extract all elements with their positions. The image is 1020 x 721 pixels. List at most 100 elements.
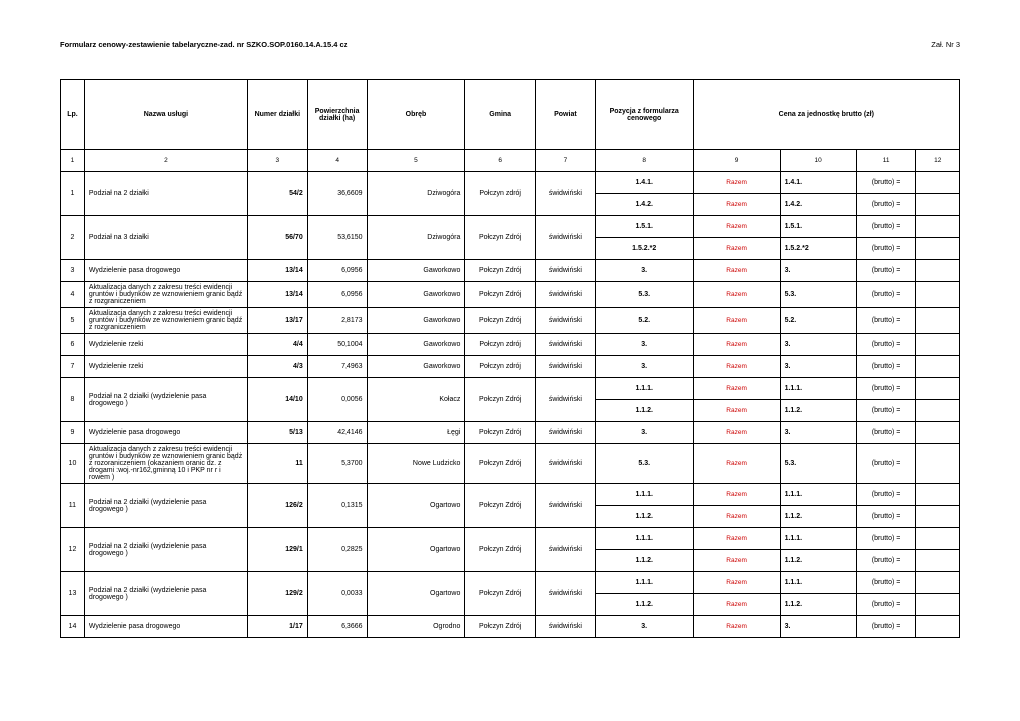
cell-position: 3.	[595, 356, 693, 378]
price-table: Lp. Nazwa usługi Numer działki Powierzch…	[60, 79, 960, 638]
cell-area: 0,2825	[307, 528, 367, 572]
cell-total-label: Razem	[693, 216, 780, 238]
cell-lp: 13	[61, 572, 85, 616]
column-number: 8	[595, 150, 693, 172]
cell-commune: Połczyn Zdrój	[465, 422, 536, 444]
cell-total-label: Razem	[693, 334, 780, 356]
cell-price-value	[916, 172, 960, 194]
table-row: 5Aktualizacja danych z zakresu treści ew…	[61, 308, 960, 334]
cell-district: Ogartowo	[367, 572, 465, 616]
cell-total-label: Razem	[693, 238, 780, 260]
cell-position-ref: 5.3.	[780, 282, 856, 308]
cell-position: 3.	[595, 260, 693, 282]
cell-position-ref: 1.1.2.	[780, 550, 856, 572]
cell-brutto-label: (brutto) =	[856, 334, 916, 356]
cell-total-label: Razem	[693, 506, 780, 528]
cell-district: Gaworkowo	[367, 356, 465, 378]
cell-price-value	[916, 282, 960, 308]
cell-area: 2,8173	[307, 308, 367, 334]
cell-commune: Połczyn Zdrój	[465, 616, 536, 638]
cell-total-label: Razem	[693, 616, 780, 638]
cell-brutto-label: (brutto) =	[856, 356, 916, 378]
cell-brutto-label: (brutto) =	[856, 172, 916, 194]
table-row: 13Podział na 2 działki (wydzielenie pasa…	[61, 572, 960, 594]
column-number: 2	[84, 150, 247, 172]
cell-position-ref: 5.2.	[780, 308, 856, 334]
cell-county: świdwiński	[536, 282, 596, 308]
table-row: 7Wydzielenie rzeki4/37,4963GaworkowoPołc…	[61, 356, 960, 378]
cell-plot-number: 13/17	[247, 308, 307, 334]
cell-position: 1.1.2.	[595, 594, 693, 616]
cell-lp: 2	[61, 216, 85, 260]
cell-position-ref: 3.	[780, 260, 856, 282]
cell-total-label: Razem	[693, 172, 780, 194]
cell-position: 1.1.2.	[595, 400, 693, 422]
cell-lp: 1	[61, 172, 85, 216]
cell-price-value	[916, 572, 960, 594]
cell-price-value	[916, 616, 960, 638]
cell-lp: 10	[61, 444, 85, 484]
cell-position: 1.1.1.	[595, 572, 693, 594]
cell-district: Kołacz	[367, 378, 465, 422]
cell-district: Łęgi	[367, 422, 465, 444]
cell-service-name: Podział na 2 działki (wydzielenie pasa d…	[84, 484, 247, 528]
cell-price-value	[916, 422, 960, 444]
cell-position-ref: 1.1.2.	[780, 594, 856, 616]
cell-price-value	[916, 216, 960, 238]
column-number: 12	[916, 150, 960, 172]
col-cena: Cena za jednostkę brutto (zł)	[693, 80, 959, 150]
cell-district: Gaworkowo	[367, 308, 465, 334]
cell-total-label: Razem	[693, 484, 780, 506]
cell-position-ref: 1.1.1.	[780, 572, 856, 594]
cell-service-name: Wydzielenie rzeki	[84, 356, 247, 378]
cell-total-label: Razem	[693, 308, 780, 334]
cell-service-name: Aktualizacja danych z zakresu treści ewi…	[84, 308, 247, 334]
table-row: 9Wydzielenie pasa drogowego5/1342,4146Łę…	[61, 422, 960, 444]
cell-plot-number: 4/3	[247, 356, 307, 378]
cell-commune: Połczyn zdrój	[465, 172, 536, 216]
cell-brutto-label: (brutto) =	[856, 444, 916, 484]
cell-plot-number: 54/2	[247, 172, 307, 216]
cell-total-label: Razem	[693, 260, 780, 282]
cell-commune: Połczyn Zdrój	[465, 282, 536, 308]
cell-plot-number: 126/2	[247, 484, 307, 528]
cell-brutto-label: (brutto) =	[856, 308, 916, 334]
cell-commune: Połczyn Zdrój	[465, 528, 536, 572]
cell-service-name: Podział na 2 działki (wydzielenie pasa d…	[84, 572, 247, 616]
cell-service-name: Podział na 2 działki (wydzielenie pasa d…	[84, 528, 247, 572]
cell-lp: 3	[61, 260, 85, 282]
cell-district: Ogrodno	[367, 616, 465, 638]
cell-service-name: Wydzielenie pasa drogowego	[84, 422, 247, 444]
cell-position-ref: 3.	[780, 616, 856, 638]
col-name: Nazwa usługi	[84, 80, 247, 150]
cell-area: 0,0056	[307, 378, 367, 422]
cell-district: Gaworkowo	[367, 282, 465, 308]
table-row: 12Podział na 2 działki (wydzielenie pasa…	[61, 528, 960, 550]
table-head: Lp. Nazwa usługi Numer działki Powierzch…	[61, 80, 960, 150]
column-number: 9	[693, 150, 780, 172]
cell-lp: 14	[61, 616, 85, 638]
cell-service-name: Wydzielenie rzeki	[84, 334, 247, 356]
cell-commune: Połczyn Zdrój	[465, 484, 536, 528]
annex-number: Zał. Nr 3	[931, 40, 960, 49]
cell-area: 50,1004	[307, 334, 367, 356]
cell-position: 1.1.1.	[595, 484, 693, 506]
cell-area: 5,3700	[307, 444, 367, 484]
cell-service-name: Aktualizacja danych z zakresu treści ewi…	[84, 282, 247, 308]
cell-position-ref: 1.1.1.	[780, 378, 856, 400]
col-poz: Pozycja z formularza cenowego	[595, 80, 693, 150]
cell-service-name: Aktualizacja danych z zakresu treści ewi…	[84, 444, 247, 484]
cell-price-value	[916, 550, 960, 572]
column-number: 10	[780, 150, 856, 172]
cell-position: 1.5.1.	[595, 216, 693, 238]
cell-total-label: Razem	[693, 594, 780, 616]
cell-price-value	[916, 444, 960, 484]
cell-lp: 4	[61, 282, 85, 308]
cell-price-value	[916, 506, 960, 528]
cell-service-name: Podział na 3 działki	[84, 216, 247, 260]
cell-county: świdwiński	[536, 308, 596, 334]
cell-price-value	[916, 528, 960, 550]
cell-plot-number: 11	[247, 444, 307, 484]
cell-lp: 8	[61, 378, 85, 422]
cell-plot-number: 1/17	[247, 616, 307, 638]
